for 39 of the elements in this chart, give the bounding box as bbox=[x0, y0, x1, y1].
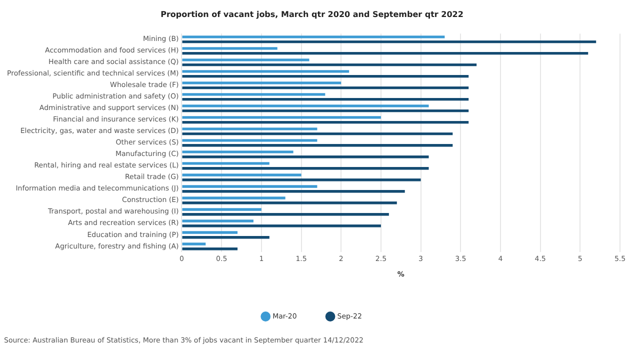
chart-title: Proportion of vacant jobs, March qtr 2020 and September qtr 2022 bbox=[160, 10, 464, 19]
bar bbox=[182, 190, 405, 193]
bar bbox=[182, 150, 294, 154]
bar bbox=[182, 40, 596, 44]
bar bbox=[182, 196, 286, 200]
bar bbox=[182, 98, 469, 101]
bar bbox=[182, 86, 469, 90]
bar bbox=[182, 242, 206, 246]
bar bbox=[182, 70, 350, 73]
bar bbox=[182, 139, 318, 142]
bar bbox=[182, 144, 453, 147]
bar bbox=[182, 220, 254, 222]
bar bbox=[182, 52, 588, 55]
bar bbox=[182, 185, 318, 188]
bar bbox=[182, 120, 469, 124]
bar bbox=[182, 58, 310, 62]
bar bbox=[182, 167, 429, 170]
bar bbox=[182, 174, 302, 176]
bar bbox=[182, 93, 326, 96]
bar bbox=[182, 116, 381, 119]
bar bbox=[182, 248, 238, 250]
bar bbox=[182, 82, 342, 84]
bar bbox=[182, 128, 318, 130]
bar bbox=[182, 208, 262, 211]
bar bbox=[182, 156, 429, 158]
bar bbox=[182, 231, 238, 234]
bar bbox=[182, 74, 469, 78]
bar bbox=[182, 236, 270, 239]
bar bbox=[182, 47, 278, 50]
bar bbox=[182, 63, 477, 66]
bar bbox=[182, 202, 397, 204]
bar bbox=[182, 213, 389, 216]
bar bbox=[182, 224, 381, 228]
bar bbox=[182, 36, 445, 38]
bar bbox=[182, 109, 469, 112]
bar bbox=[182, 162, 270, 165]
bar bbox=[182, 104, 429, 108]
bar bbox=[182, 132, 453, 136]
bar bbox=[182, 178, 421, 182]
